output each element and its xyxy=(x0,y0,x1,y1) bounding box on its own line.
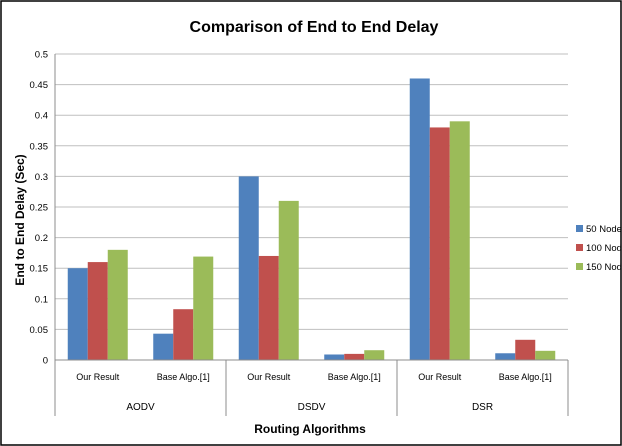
y-axis-title: End to End Delay (Sec) xyxy=(13,154,27,285)
y-tick-label: 0 xyxy=(43,356,48,367)
bar-3-1 xyxy=(107,249,128,360)
chart-title: Comparison of End to End Delay xyxy=(190,19,439,36)
legend-swatch xyxy=(576,263,583,270)
y-tick-label: 0.35 xyxy=(30,141,49,152)
bar-3-6 xyxy=(535,350,556,360)
legend-swatch xyxy=(576,244,583,251)
bar-2-6 xyxy=(515,339,536,360)
x-category-label: Our Result xyxy=(247,372,291,382)
bar-1-6 xyxy=(495,353,516,360)
bar-2-2 xyxy=(173,309,194,360)
y-tick-label: 0.25 xyxy=(30,203,49,214)
bar-1-1 xyxy=(67,268,88,360)
bar-3-3 xyxy=(278,200,299,360)
bar-1-2 xyxy=(153,333,174,360)
bar-3-4 xyxy=(364,350,385,360)
bars xyxy=(67,78,556,360)
legend-swatch xyxy=(576,225,583,232)
legend-label: 100 Nodes xyxy=(586,243,622,254)
bar-2-4 xyxy=(344,353,365,360)
axes xyxy=(54,54,568,361)
legend-label: 150 Nodes xyxy=(586,262,622,273)
x-category-label: Base Algo.[1] xyxy=(328,372,381,382)
legend-label: 50 Nodes xyxy=(586,224,622,235)
x-axis-categories: Our Result Base Algo.[1] Our Result Base Al… xyxy=(54,360,569,416)
y-tick-label: 0.1 xyxy=(35,294,48,305)
x-category-label: Our Result xyxy=(418,372,462,382)
y-tick-label: 0.4 xyxy=(35,111,48,122)
x-group-label: DSDV xyxy=(298,402,326,413)
y-tick-label: 0.2 xyxy=(35,233,48,244)
bar-1-5 xyxy=(409,78,430,360)
legend: 50 Nodes 100 Nodes 150 Nodes xyxy=(576,224,622,273)
bar-2-1 xyxy=(87,262,108,360)
y-tick-label: 0.15 xyxy=(30,264,49,275)
x-category-label: Base Algo.[1] xyxy=(157,372,210,382)
bar-3-2 xyxy=(193,256,214,360)
y-axis-ticks: 0 0.05 0.1 0.15 0.2 0.25 0.3 0.35 0.4 0.45 0.5 xyxy=(30,50,49,367)
y-tick-label: 0.05 xyxy=(30,325,49,336)
x-group-label: DSR xyxy=(472,402,493,413)
bar-1-3 xyxy=(238,176,259,360)
x-category-label: Base Algo.[1] xyxy=(499,372,552,382)
bar-2-3 xyxy=(258,255,279,360)
x-category-label: Our Result xyxy=(76,372,120,382)
gridlines xyxy=(55,53,568,330)
bar-1-4 xyxy=(324,354,345,360)
bar-3-5 xyxy=(449,121,470,360)
y-tick-label: 0.45 xyxy=(30,80,49,91)
bar-2-5 xyxy=(429,127,450,360)
y-tick-label: 0.3 xyxy=(35,172,48,183)
x-group-label: AODV xyxy=(126,402,155,413)
y-tick-label: 0.5 xyxy=(35,50,48,61)
x-axis-title: Routing Algorithms xyxy=(254,422,366,436)
